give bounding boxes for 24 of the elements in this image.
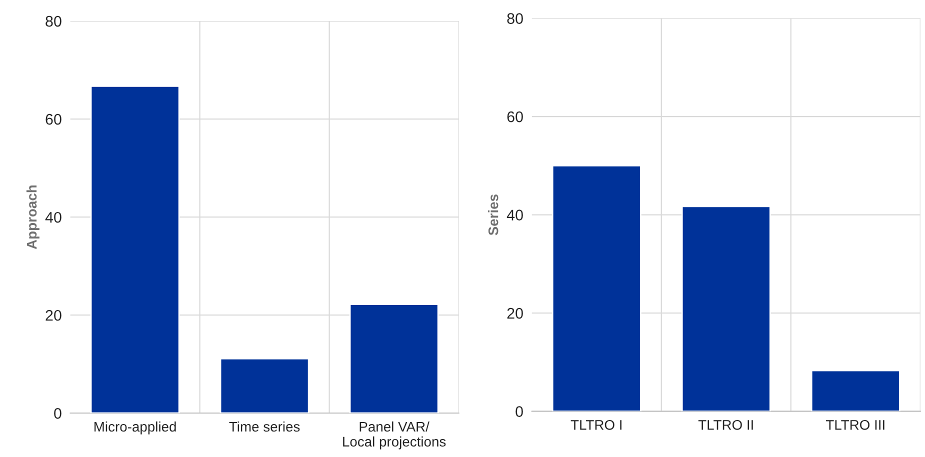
bar bbox=[349, 304, 439, 414]
x-tick-label: Time series bbox=[229, 421, 300, 432]
y-axis-title: Approach bbox=[26, 186, 40, 250]
bar bbox=[810, 370, 900, 412]
x-tick-label: TLTRO III bbox=[826, 420, 884, 430]
y-axis-title: Series bbox=[488, 194, 498, 236]
x-tick-label: Micro-applied bbox=[94, 421, 176, 434]
bar bbox=[90, 86, 180, 414]
y-tick-label: 0 bbox=[54, 408, 62, 419]
y-tick-label: 20 bbox=[507, 308, 523, 319]
y-tick-label: 80 bbox=[46, 16, 62, 27]
x-tick-label: TLTRO II bbox=[698, 420, 753, 430]
y-tick-label: 80 bbox=[507, 13, 523, 24]
y-tick-label: 20 bbox=[46, 310, 62, 321]
bar bbox=[681, 206, 771, 412]
y-tick-label: 40 bbox=[45, 212, 62, 223]
bar bbox=[552, 164, 642, 412]
bar bbox=[220, 358, 310, 414]
y-tick-label: 40 bbox=[506, 210, 523, 220]
y-tick-label: 0 bbox=[516, 406, 523, 417]
y-tick-label: 60 bbox=[46, 114, 62, 125]
x-tick-label: Panel VAR/ Local projections bbox=[343, 421, 446, 450]
x-tick-label: TLTRO I bbox=[570, 420, 622, 430]
y-tick-label: 60 bbox=[507, 111, 523, 122]
